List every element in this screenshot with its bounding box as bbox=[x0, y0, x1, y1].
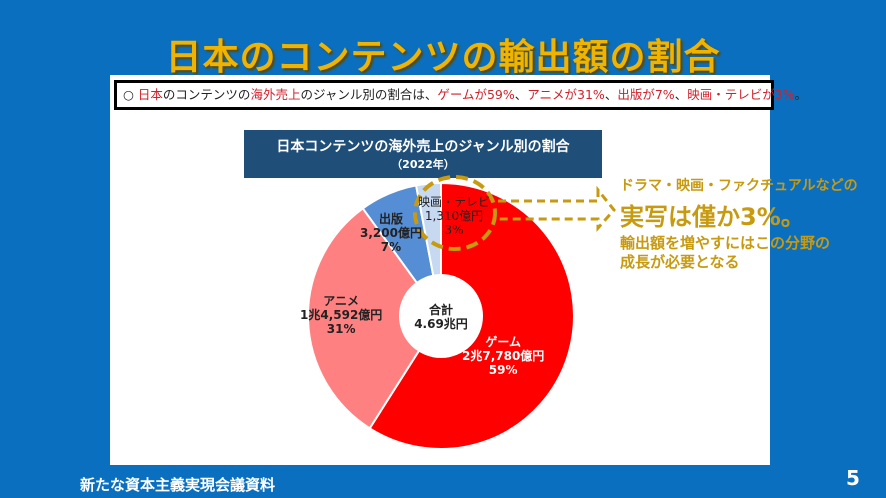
label-movie-tv: 映画・テレビ 1,310億円 3% bbox=[418, 195, 491, 237]
summary-text: ゲームが59% bbox=[437, 87, 515, 102]
summary-text: のコンテンツの bbox=[162, 87, 251, 102]
bullet: ○ bbox=[123, 87, 134, 102]
page-number: 5 bbox=[846, 466, 860, 490]
summary-text: 出版が7% bbox=[617, 87, 675, 102]
donut-hole bbox=[399, 274, 483, 358]
summary-text: のジャンル別の割合は、 bbox=[300, 87, 438, 102]
summary-text: 、 bbox=[514, 87, 528, 102]
summary-text: 。 bbox=[794, 87, 808, 102]
chart-title-box: 日本コンテンツの海外売上のジャンル別の割合 （2022年） （単位：億円） bbox=[244, 130, 602, 191]
label-publishing: 出版 3,200億円 7% bbox=[360, 212, 422, 254]
page-title: 日本のコンテンツの輸出額の割合 bbox=[165, 37, 721, 78]
summary-text: 日本 bbox=[137, 87, 163, 102]
callout-headline: 実写は僅か3%。 bbox=[620, 203, 805, 231]
callout-line: 成長が必要となる bbox=[620, 253, 740, 271]
summary-text: 、 bbox=[674, 87, 688, 102]
pie-slice-1 bbox=[307, 207, 443, 430]
summary-text: 、 bbox=[604, 87, 618, 102]
summary-text: 映画・テレビが3% bbox=[687, 87, 795, 102]
callout-line: ドラマ・映画・ファクチュアルなどの bbox=[620, 178, 858, 194]
center-total: 合計 4.69兆円 bbox=[414, 303, 468, 331]
footer-source: 新たな資本主義実現会議資料 bbox=[80, 476, 276, 494]
label-game: ゲーム 2兆7,780億円 59% bbox=[462, 335, 545, 377]
callout-line: 輸出額を増やすにはこの分野の bbox=[620, 234, 831, 252]
chart-title: 日本コンテンツの海外売上のジャンル別の割合 bbox=[276, 139, 570, 155]
summary-text: 海外売上 bbox=[250, 87, 301, 102]
summary-box: ○ 日本のコンテンツの海外売上のジャンル別の割合は、ゲームが59%、アニメが31… bbox=[114, 80, 807, 110]
arrow-icon bbox=[498, 185, 616, 232]
summary-text: アニメが31% bbox=[527, 87, 605, 102]
chart-year: （2022年） bbox=[391, 158, 455, 171]
highlight-circle bbox=[413, 175, 497, 251]
label-anime: アニメ 1兆4,592億円 31% bbox=[300, 294, 383, 336]
callout: ドラマ・映画・ファクチュアルなどの 実写は僅か3%。 輸出額を増やすにはこの分野… bbox=[620, 175, 858, 272]
